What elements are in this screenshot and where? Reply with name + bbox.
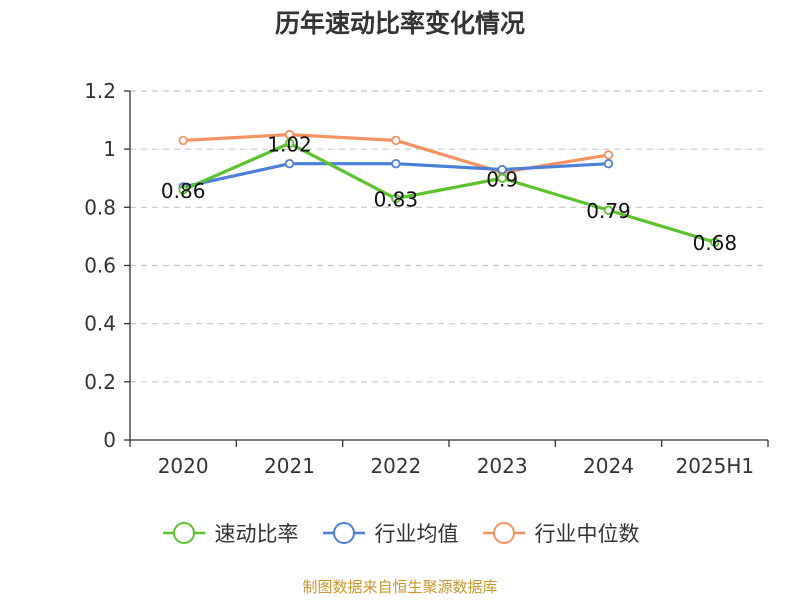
y-tick-label: 0.4 [84,312,116,336]
legend-swatch-industry-median-icon [482,522,525,544]
legend-swatch-quick-ratio-icon [162,522,205,544]
data-label: 0.86 [161,179,206,203]
y-tick-label: 0.2 [84,370,116,394]
series-layer [178,129,720,247]
data-point [178,185,188,195]
data-point [391,135,401,146]
y-tick-label: 0.8 [84,195,116,219]
data-label: 0.68 [693,231,738,255]
chart-title: 历年速动比率变化情况 [274,9,525,38]
x-tick-label: 2023 [477,454,528,478]
x-tick-label: 2020 [158,454,209,478]
legend-label: 速动比率 [214,522,299,546]
data-point [284,138,295,149]
data-point [497,164,507,175]
x-tick-label: 2022 [370,454,421,478]
data-point [391,159,401,169]
data-point [284,129,295,140]
legend-swatch-industry-mean-icon [322,522,365,544]
data-point [603,205,614,215]
source-note: 制图数据来自恒生聚源数据库 [302,578,498,596]
data-point [603,150,614,160]
legend-label: 行业中位数 [534,522,640,546]
data-label-layer: 0.86 1.02 0.83 0.9 0.79 0.68 [161,132,737,255]
data-point [391,193,401,204]
data-point [710,237,720,247]
legend-marker [172,522,195,544]
legend-item-industry-median[interactable]: 行业中位数 [481,518,640,548]
grid-layer [130,90,768,383]
y-tick-label: 0 [103,428,116,452]
axis-layer: 0 0.2 0.4 0.6 0.8 1 1.2 2020 2021 2022 2023 2024 202… [84,79,769,478]
y-tick-label: 1.2 [84,79,116,103]
data-label: 1.02 [267,132,312,156]
legend-item-quick-ratio[interactable]: 速动比率 [161,518,299,548]
data-label: 0.79 [586,199,631,223]
x-tick-label: 2025H1 [675,454,754,478]
data-point [284,159,295,169]
y-tick-label: 0.6 [84,254,116,278]
legend-marker [332,522,355,544]
legend-item-industry-mean[interactable]: 行业均值 [321,518,459,548]
data-point [603,159,614,169]
x-tick-label: 2021 [264,454,315,478]
x-tick-label: 2024 [583,454,634,478]
data-point [497,173,507,183]
data-label: 0.83 [374,188,419,212]
y-tick-label: 1 [103,137,116,161]
data-point [178,135,188,146]
chart-legend: 速动比率 行业均值 行业中位数 [0,518,800,548]
data-label: 0.9 [486,167,518,191]
series-line [182,141,716,244]
legend-marker [492,522,515,544]
legend-label: 行业均值 [374,522,459,546]
